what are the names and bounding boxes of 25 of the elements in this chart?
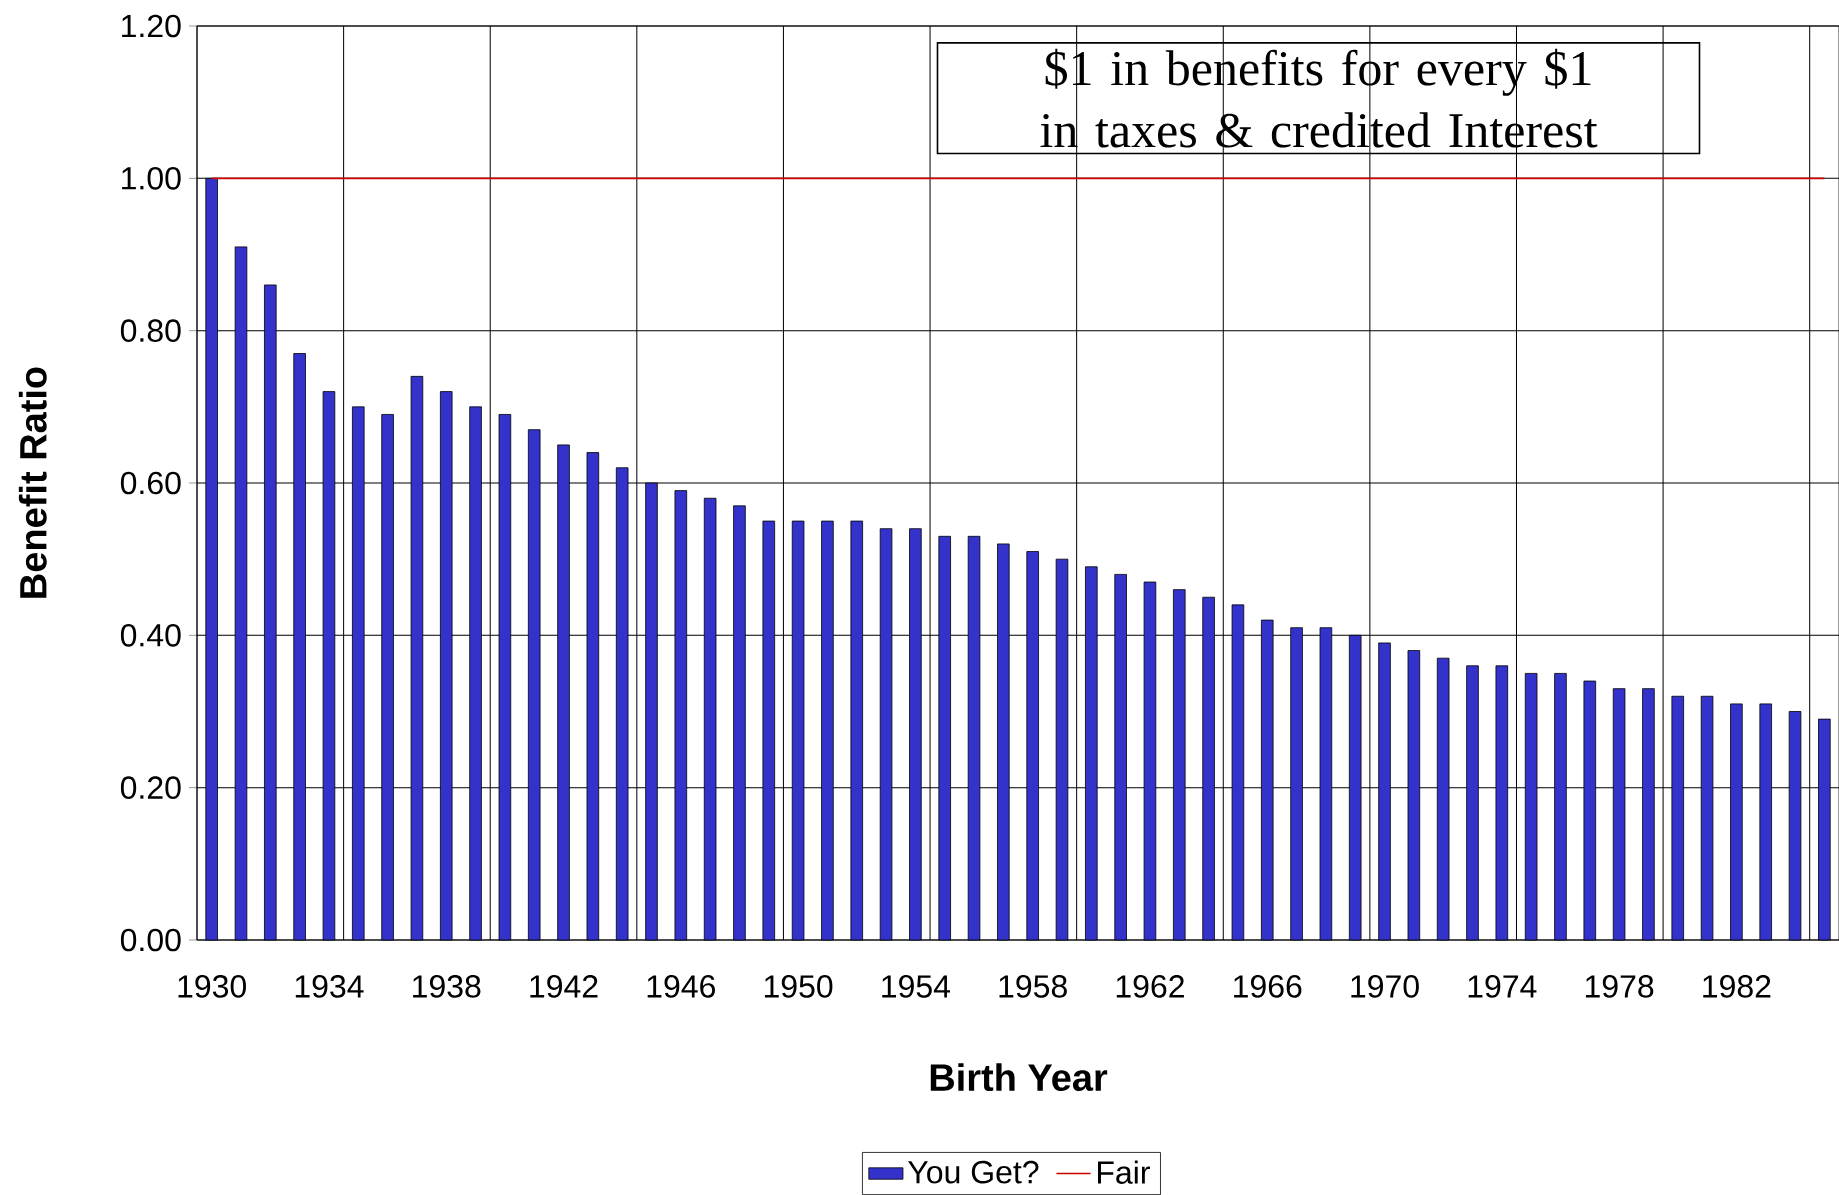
x-tick-label: 1966 [1234,975,1302,998]
x-tick-label: 1970 [1351,975,1419,998]
x-tick-label: 1954 [882,975,951,998]
x-tick-label: 1942 [530,975,598,998]
legend-label: You Get? [908,1160,1039,1184]
x-tick-label: 1974 [1468,975,1537,998]
y-axis-title: Benefit Ratio [18,367,47,598]
x-axis-title: Birth Year [930,1063,1108,1092]
x-tick-label: 1938 [413,975,481,998]
x-tick-label: 1946 [647,975,715,998]
y-tick-label: 0.80 [120,319,181,342]
x-tick-label: 1950 [764,975,833,998]
y-tick-label: 0.00 [120,928,181,952]
y-tick-label: 0.40 [120,624,181,647]
x-tick-label: 1958 [999,975,1067,998]
y-tick-label: 0.20 [120,776,181,799]
legend-label: Fair [1098,1160,1150,1184]
y-tick-label: 1.20 [122,14,181,38]
y-tick-label: 1.00 [122,167,181,190]
x-tick-label: 1930 [178,975,246,998]
x-tick-label: 1934 [295,975,364,998]
x-tick-label: 1962 [1116,975,1184,998]
y-tick-label: 0.60 [120,471,181,495]
x-tick-label: 1978 [1585,975,1654,998]
x-tick-label: 1982 [1703,975,1771,998]
